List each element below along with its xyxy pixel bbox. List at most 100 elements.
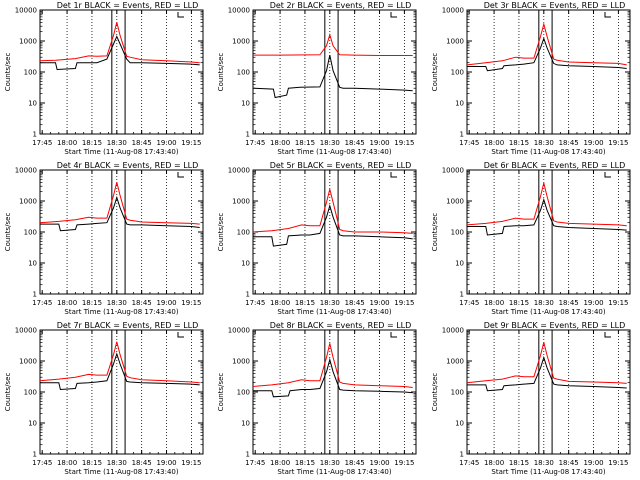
x-tick-label: 18:30 <box>107 459 127 467</box>
x-tick-label: 18:45 <box>132 139 152 147</box>
chart-title: Det 2r BLACK = Events, RED = LLD <box>270 1 412 10</box>
y-tick-label: 100 <box>237 69 250 77</box>
series-lld-line <box>466 182 627 227</box>
y-tick-label: 1000 <box>446 38 464 46</box>
y-tick-label: 10 <box>241 420 250 428</box>
x-tick-label: 18:00 <box>484 299 504 307</box>
y-tick-label: 10 <box>455 260 464 268</box>
plot-frame <box>252 9 417 135</box>
x-tick-label: 18:45 <box>345 459 365 467</box>
x-tick-label: 19:00 <box>369 139 389 147</box>
y-tick-label: 1 <box>33 451 37 459</box>
x-tick-label: 19:15 <box>394 299 414 307</box>
x-tick-label: 19:15 <box>608 459 628 467</box>
chart-title: Det 5r BLACK = Events, RED = LLD <box>270 161 412 170</box>
legend-tick-mark <box>604 332 611 338</box>
legend-tick-mark <box>390 332 397 338</box>
chart-title: Det 4r BLACK = Events, RED = LLD <box>57 161 199 170</box>
y-tick-label: 1 <box>246 451 250 459</box>
series-lld-line <box>466 342 627 384</box>
y-tick-label: 1000 <box>446 198 464 206</box>
series-lld-line <box>39 341 200 384</box>
x-tick-label: 19:00 <box>156 459 176 467</box>
x-tick-label: 19:15 <box>394 459 414 467</box>
plot-frame <box>466 169 631 295</box>
x-tick-label: 19:00 <box>583 299 603 307</box>
x-axis-label: Start Time (11-Aug-08 17:43:40) <box>64 148 178 156</box>
y-tick-label: 1000 <box>446 358 464 366</box>
y-tick-label: 100 <box>237 389 250 397</box>
y-tick-label: 100 <box>24 229 37 237</box>
y-tick-label: 100 <box>451 389 464 397</box>
y-tick-label: 10 <box>28 420 37 428</box>
y-tick-label: 1 <box>246 291 250 299</box>
x-axis-label: Start Time (11-Aug-08 17:43:40) <box>491 468 605 476</box>
legend-tick-mark <box>604 172 611 178</box>
y-tick-label: 10000 <box>442 327 464 335</box>
chart-panel-4: Det 4r BLACK = Events, RED = LLD 17:45 18:… <box>4 161 204 316</box>
series-events-line <box>40 195 200 232</box>
x-tick-label: 17:45 <box>245 459 265 467</box>
y-tick-label: 1000 <box>19 358 37 366</box>
chart-panel-6: Det 6r BLACK = Events, RED = LLD 17:45 18:… <box>431 161 631 316</box>
plot-frame <box>39 169 204 295</box>
legend-tick-mark <box>177 172 184 178</box>
series-events-line <box>253 357 413 398</box>
y-tick-label: 100 <box>451 69 464 77</box>
x-axis-label: Start Time (11-Aug-08 17:43:40) <box>277 148 391 156</box>
plot-frame <box>39 329 204 455</box>
series-events-line <box>467 36 627 72</box>
x-tick-label: 18:30 <box>320 299 340 307</box>
x-tick-label: 17:45 <box>245 299 265 307</box>
x-tick-label: 17:45 <box>32 139 52 147</box>
x-tick-label: 18:45 <box>132 299 152 307</box>
y-tick-label: 1 <box>460 131 464 139</box>
plot-frame <box>466 9 631 135</box>
chart-panel-1: Det 1r BLACK = Events, RED = LLD 17:45 18:… <box>4 1 204 156</box>
series-events-line <box>40 35 200 71</box>
y-axis-label: Counts/sec <box>217 373 225 412</box>
x-tick-label: 18:00 <box>57 459 77 467</box>
y-tick-label: 100 <box>451 229 464 237</box>
y-tick-label: 10 <box>241 100 250 108</box>
chart-panel-7: Det 7r BLACK = Events, RED = LLD 17:45 18:… <box>4 321 204 476</box>
x-tick-label: 19:15 <box>181 139 201 147</box>
y-tick-label: 1 <box>33 291 37 299</box>
x-tick-label: 18:15 <box>82 459 102 467</box>
series-events-line <box>252 54 413 99</box>
plot-frame <box>39 9 204 135</box>
x-tick-label: 19:00 <box>369 459 389 467</box>
x-tick-label: 19:15 <box>181 299 201 307</box>
y-tick-label: 1000 <box>232 358 250 366</box>
x-tick-label: 18:30 <box>534 299 554 307</box>
legend-tick-mark <box>390 12 397 18</box>
plot-frame <box>466 329 631 455</box>
legend-tick-mark <box>177 332 184 338</box>
x-tick-label: 17:45 <box>32 299 52 307</box>
x-tick-label: 19:00 <box>583 139 603 147</box>
x-tick-label: 18:30 <box>534 139 554 147</box>
x-tick-label: 18:00 <box>57 299 77 307</box>
y-tick-label: 100 <box>24 389 37 397</box>
x-tick-label: 18:45 <box>345 299 365 307</box>
x-tick-label: 19:00 <box>369 299 389 307</box>
series-lld-line <box>252 343 413 388</box>
y-tick-label: 1 <box>460 451 464 459</box>
x-tick-label: 18:45 <box>559 299 579 307</box>
x-tick-label: 17:45 <box>32 459 52 467</box>
series-lld-line <box>39 22 200 64</box>
x-tick-label: 19:15 <box>181 459 201 467</box>
y-tick-label: 1 <box>33 131 37 139</box>
y-axis-label: Counts/sec <box>431 373 439 412</box>
series-lld-line <box>39 182 200 225</box>
series-lld-line <box>253 32 413 56</box>
x-tick-label: 18:30 <box>107 299 127 307</box>
chart-title: Det 6r BLACK = Events, RED = LLD <box>484 161 626 170</box>
series-lld-line <box>466 22 627 66</box>
x-axis-label: Start Time (11-Aug-08 17:43:40) <box>64 468 178 476</box>
x-tick-label: 18:00 <box>57 139 77 147</box>
y-tick-label: 10000 <box>228 167 250 175</box>
x-tick-label: 18:45 <box>345 139 365 147</box>
x-tick-label: 17:45 <box>459 299 479 307</box>
y-tick-label: 10 <box>28 100 37 108</box>
